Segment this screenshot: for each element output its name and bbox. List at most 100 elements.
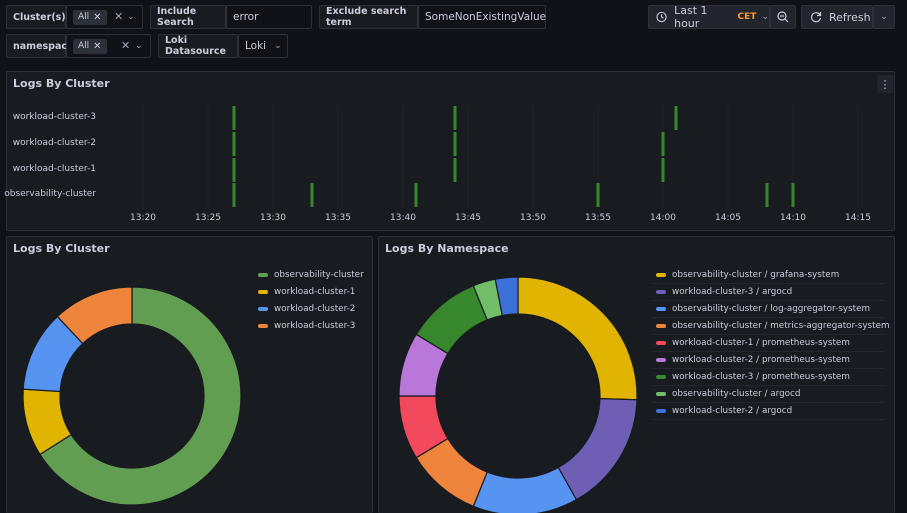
legend-item[interactable]: workload-cluster-2 / prometheus-system [656,352,850,368]
legend-label: workload-cluster-3 [274,321,356,331]
chevron-down-icon[interactable]: ⌄ [135,41,143,51]
legend-swatch [656,273,666,277]
legend-label: observability-cluster [274,270,364,280]
cluster-variable-label: Cluster(s) [6,5,66,29]
legend-item[interactable]: observability-cluster / log-aggregator-s… [656,301,870,317]
legend-label: observability-cluster / argocd [672,389,801,399]
timezone-badge: CET [737,12,757,22]
legend-swatch [656,324,666,328]
legend-swatch [656,358,666,362]
legend-divider [652,317,884,318]
legend-divider [652,283,884,284]
chevron-down-icon: ⌄ [761,12,769,22]
timeline-row-label: workload-cluster-1 [12,164,96,174]
chevron-down-icon: ⌄ [880,12,888,22]
legend-label: observability-cluster / grafana-system [672,270,840,280]
x-axis-tick-label: 13:45 [455,213,481,223]
namespace-chip-label: All [78,41,90,51]
x-axis-tick-label: 13:35 [325,213,351,223]
legend-label: workload-cluster-2 [274,304,356,314]
legend-item[interactable]: workload-cluster-2 [258,301,355,317]
exclude-search-input[interactable]: SomeNonExistingValue [418,5,546,29]
legend-swatch [258,324,268,328]
legend-divider [652,300,884,301]
x-axis-tick-label: 13:50 [520,213,546,223]
legend-divider [652,368,884,369]
zoom-out-icon [777,11,789,23]
chip-remove-icon[interactable]: ✕ [93,11,102,23]
x-axis-tick-label: 14:10 [780,213,806,223]
legend-label: workload-cluster-1 / prometheus-system [672,338,850,348]
legend-label: workload-cluster-3 / prometheus-system [672,372,850,382]
legend-item[interactable]: workload-cluster-1 [258,284,355,300]
cluster-all-chip[interactable]: All ✕ [73,9,107,25]
panel-title: Logs By Cluster [13,77,110,90]
exclude-search-label: Exclude search term [319,5,418,29]
legend-item[interactable]: workload-cluster-3 / argocd [656,284,792,300]
legend-item[interactable]: observability-cluster / grafana-system [656,267,839,283]
legend-swatch [656,341,666,345]
refresh-interval-dropdown[interactable]: ⌄ [873,5,895,29]
cluster-variable-select[interactable]: All ✕ [66,5,143,29]
legend-divider [652,419,884,420]
include-search-input[interactable]: error [226,5,312,29]
time-range-label: Last 1 hour [674,4,708,30]
clear-icon[interactable]: ✕ [121,39,131,52]
legend-divider [652,385,884,386]
zoom-out-button[interactable] [770,5,796,29]
legend-swatch [258,307,268,311]
legend-item[interactable]: workload-cluster-1 / prometheus-system [656,335,850,351]
legend-swatch [656,392,666,396]
x-axis-tick-label: 13:20 [130,213,156,223]
namespace-all-chip[interactable]: All ✕ [73,38,107,54]
panel-menu-icon[interactable]: ⋮ [877,75,893,93]
time-range-picker[interactable]: Last 1 hour CET ⌄ [648,4,770,30]
x-axis-tick-label: 14:15 [845,213,871,223]
x-axis-tick-label: 13:40 [390,213,416,223]
legend-divider [652,334,884,335]
chip-remove-icon[interactable]: ✕ [93,40,102,52]
legend-divider [652,351,884,352]
legend-swatch [258,290,268,294]
x-axis-tick-label: 13:55 [585,213,611,223]
legend-item[interactable]: workload-cluster-3 / prometheus-system [656,369,850,385]
timeline-row-label: workload-cluster-2 [12,138,96,148]
timeline-row-label: workload-cluster-3 [12,112,96,122]
namespace-variable-select[interactable]: All ✕ [66,34,151,58]
chevron-down-icon[interactable]: ⌄ [127,12,135,22]
legend-swatch [656,290,666,294]
logs-by-cluster-timeline-panel: Logs By Cluster ⋮ [6,71,895,231]
clock-icon [656,11,667,23]
cluster-chip-label: All [78,12,90,22]
timeline-row-label: observability-cluster [4,189,96,199]
x-axis-tick-label: 14:00 [650,213,676,223]
legend-label: workload-cluster-2 / prometheus-system [672,355,850,365]
legend-swatch [656,307,666,311]
legend-swatch [656,375,666,379]
legend-item[interactable]: workload-cluster-2 / argocd [656,403,792,419]
clear-icon[interactable]: ✕ [114,10,124,23]
legend-item[interactable]: workload-cluster-3 [258,318,355,334]
legend-label: observability-cluster / log-aggregator-s… [672,304,871,314]
legend-item[interactable]: observability-cluster / metrics-aggregat… [656,318,890,334]
loki-datasource-select[interactable]: Loki ⌄ [238,34,288,58]
legend-swatch [258,273,268,277]
legend-divider [652,402,884,403]
legend-item[interactable]: observability-cluster [258,267,364,283]
refresh-icon [810,12,822,23]
legend-swatch [656,409,666,413]
legend-label: observability-cluster / metrics-aggregat… [672,321,890,331]
include-search-label: Include Search [150,5,226,29]
panel-title: Logs By Namespace [385,242,509,255]
chevron-down-icon: ⌄ [274,41,282,51]
legend-item[interactable]: observability-cluster / argocd [656,386,800,402]
refresh-button[interactable]: Refresh [801,5,873,29]
namespace-variable-label: namespace [6,34,73,58]
x-axis-tick-label: 13:30 [260,213,286,223]
legend-label: workload-cluster-3 / argocd [672,287,793,297]
loki-datasource-value: Loki [245,40,267,52]
loki-datasource-label: Loki Datasource [158,34,238,58]
panel-title: Logs By Cluster [13,242,110,255]
legend-label: workload-cluster-2 / argocd [672,406,793,416]
x-axis-tick-label: 13:25 [195,213,221,223]
